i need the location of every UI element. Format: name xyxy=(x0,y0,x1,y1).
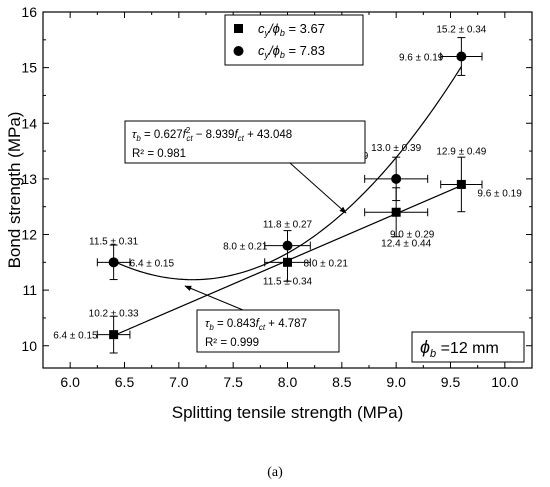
x-value-label: 9.0 ± 0.29 xyxy=(390,229,435,240)
data-point-circle xyxy=(391,173,402,184)
y-tick-label: 14 xyxy=(21,115,37,131)
x-tick-label: 8.0 xyxy=(278,374,298,390)
y-tick-label: 16 xyxy=(21,4,37,20)
x-value-label: 9.6 ± 0.19 xyxy=(477,188,522,199)
y-value-label: 11.5 ± 0.31 xyxy=(89,236,139,247)
quadratic-r2: R² = 0.981 xyxy=(132,148,186,160)
y-value-label: 15.2 ± 0.34 xyxy=(436,25,486,36)
legend-label-series-2: cy/ϕb = 7.83 xyxy=(258,43,325,60)
data-point-square xyxy=(283,257,292,267)
x-value-label: 8.0 ± 0.21 xyxy=(223,242,268,253)
y-axis-title: Bond strength (MPa) xyxy=(5,112,24,269)
x-value-label: 6.4 ± 0.15 xyxy=(53,331,98,342)
x-value-label: 8.0 ± 0.21 xyxy=(304,258,349,269)
y-value-label: 11.8 ± 0.27 xyxy=(263,220,313,231)
quadratic-fit-equation: τb = 0.627f2 ct − 8.939fct + 43.048 R² = … xyxy=(124,120,366,164)
x-tick-label: 9.5 xyxy=(441,374,461,390)
data-point-square xyxy=(456,179,466,189)
x-tick-label: 8.5 xyxy=(332,374,352,390)
data-point-circle xyxy=(282,240,293,251)
diameter-box xyxy=(411,331,525,363)
y-value-label: 11.5 ± 0.34 xyxy=(263,276,313,287)
quadratic-equation-box xyxy=(124,120,366,164)
x-tick-label: 7.5 xyxy=(223,374,243,390)
linear-equation: τb = 0.843fct + 4.787 xyxy=(205,318,307,332)
y-value-label: 12.4 ± 0.44 xyxy=(381,238,431,249)
quadratic-equation-arrow xyxy=(289,162,347,214)
legend-label-series-1: cy/ϕb = 3.67 xyxy=(258,21,325,38)
legend-marker-square xyxy=(234,24,243,33)
diameter-label: ϕb =12 mm xyxy=(420,337,499,360)
y-value-label: 13.0 ± 0.39 xyxy=(371,143,421,154)
data-point-circle xyxy=(108,257,119,268)
linear-equation-arrow xyxy=(184,285,244,311)
data-labels: 10.2 ± 0.33 6.4 ± 0.15 11.5 ± 0.34 8.0 ± 0.… xyxy=(53,25,522,342)
x-value-label: 9.6 ± 0.19 xyxy=(399,53,444,64)
data-point-circle xyxy=(456,51,467,62)
linear-equation-box xyxy=(196,309,340,353)
x-tick-label: 9.0 xyxy=(386,374,406,390)
data-points xyxy=(96,37,483,354)
figure-caption: (a) xyxy=(267,465,283,480)
y-tick-label: 15 xyxy=(21,60,37,76)
legend-marker-circle xyxy=(233,46,244,56)
x-tick-label: 6.5 xyxy=(115,374,135,390)
y-value-label: 10.2 ± 0.33 xyxy=(89,309,139,320)
y-tick-label: 11 xyxy=(22,282,37,298)
axis-tick-labels: 6.0 6.5 7.0 7.5 8.0 8.5 9.0 9.5 10.0 10 11 12 13 14 15… xyxy=(21,4,518,390)
y-tick-label: 10 xyxy=(21,338,37,354)
data-point-square xyxy=(109,330,119,340)
x-axis-title: Splitting tensile strength (MPa) xyxy=(172,403,404,422)
quadratic-equation: τb = 0.627f2 ct − 8.939fct + 43.048 xyxy=(132,126,292,143)
x-tick-label: 7.0 xyxy=(169,374,189,390)
linear-fit-equation: τb = 0.843fct + 4.787 R² = 0.999 xyxy=(196,309,340,353)
y-tick-label: 13 xyxy=(21,171,37,187)
y-tick-label: 12 xyxy=(21,227,37,243)
bar-diameter-annotation: ϕb =12 mm xyxy=(411,331,525,363)
legend-box xyxy=(224,14,364,66)
x-tick-label: 6.0 xyxy=(60,374,80,390)
legend: cy/ϕb = 3.67 cy/ϕb = 7.83 xyxy=(224,14,364,66)
x-value-label: 6.4 ± 0.15 xyxy=(130,258,175,269)
linear-r2: R² = 0.999 xyxy=(205,337,259,349)
x-tick-label: 10.0 xyxy=(491,374,518,390)
data-point-square xyxy=(391,207,401,217)
y-value-label: 12.9 ± 0.49 xyxy=(436,146,486,157)
